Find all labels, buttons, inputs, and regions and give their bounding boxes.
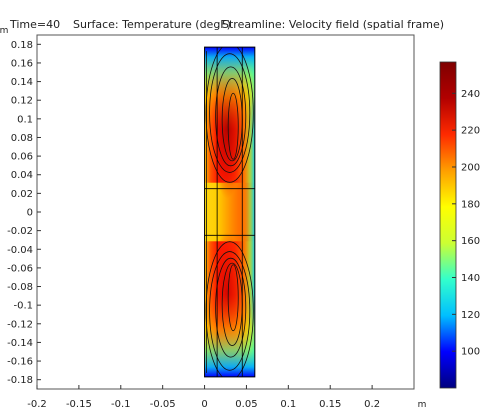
x-tick-label: -0.15: [66, 399, 92, 410]
x-tick-label: -0.2: [27, 399, 47, 410]
y-tick-label: -0.1: [13, 301, 33, 312]
colorbar: 100 120 140 160 180 200 220 240: [439, 61, 480, 389]
y-tick-label: 0.04: [11, 170, 33, 181]
colorbar-tick-label: 160: [461, 236, 480, 247]
y-tick-label: -0.06: [7, 263, 33, 274]
colorbar-bar: [439, 61, 457, 389]
x-unit-label: m: [418, 400, 427, 410]
streamline-upper-2: [209, 53, 251, 173]
streamline-lower-5: [227, 264, 239, 332]
y-tick-label: 0.16: [11, 58, 33, 69]
temperature-surface: [204, 47, 255, 377]
x-axis: -0.2 -0.15 -0.1 -0.05 0 0.05 0.1 0.15 0.2 m: [27, 385, 426, 410]
y-tick-label: 0.12: [11, 96, 33, 107]
streamline-label: Streamline: Velocity field (spatial fram…: [222, 18, 445, 31]
y-tick-label: 0.02: [11, 189, 33, 200]
y-tick-label: 0.08: [11, 133, 33, 144]
surface-label: Surface: Temperature (degF): [73, 18, 231, 31]
y-tick-label: 0.1: [17, 114, 33, 125]
y-tick-label: -0.18: [7, 375, 33, 386]
y-tick-label: 0.14: [11, 77, 33, 88]
x-tick-label: 0.05: [235, 399, 257, 410]
colorbar-tick-label: 180: [461, 199, 480, 210]
streamline-lower-1: [205, 241, 254, 377]
y-tick-label: -0.02: [7, 226, 33, 237]
velocity-streamlines: [205, 47, 254, 377]
x-tick-label: -0.05: [150, 399, 176, 410]
x-tick-label: -0.1: [111, 399, 131, 410]
domain-boundaries: [204, 46, 256, 378]
y-tick-label: -0.14: [7, 338, 33, 349]
y-axis: 0.18 0.16 0.14 0.12 0.1 0.08 0.06 0.04 0.02 0 -0.0…: [0, 26, 41, 386]
colorbar-tick-label: 240: [461, 89, 480, 100]
streamline-lower-3: [215, 257, 247, 358]
y-tick-label: 0.06: [11, 152, 33, 163]
y-tick-label: -0.16: [7, 357, 33, 368]
x-tick-label: 0: [201, 399, 207, 410]
x-tick-label: 0.2: [364, 399, 380, 410]
y-tick-label: 0: [27, 208, 33, 219]
streamline-upper-1: [205, 47, 254, 183]
streamline-lower-2: [209, 251, 251, 371]
streamline-upper-5: [227, 92, 239, 160]
y-tick-label: 0.18: [11, 40, 33, 51]
domain-outline: [204, 46, 256, 378]
time-label: Time=40: [10, 18, 61, 31]
surface-bottom-edge: [204, 47, 255, 377]
colorbar-tick-label: 220: [461, 126, 480, 137]
y-tick-label: -0.08: [7, 282, 33, 293]
y-tick-label: -0.04: [7, 245, 33, 256]
y-tick-label: -0.12: [7, 319, 33, 330]
x-tick-label: 0.15: [319, 399, 341, 410]
x-tick-label: 0.1: [280, 399, 296, 410]
colorbar-tick-label: 140: [461, 273, 480, 284]
colorbar-tick-label: 200: [461, 162, 480, 173]
y-unit-label: m: [0, 26, 8, 36]
colorbar-tick-label: 120: [461, 310, 480, 321]
colorbar-tick-label: 100: [461, 347, 480, 358]
streamline-upper-3: [215, 66, 247, 167]
